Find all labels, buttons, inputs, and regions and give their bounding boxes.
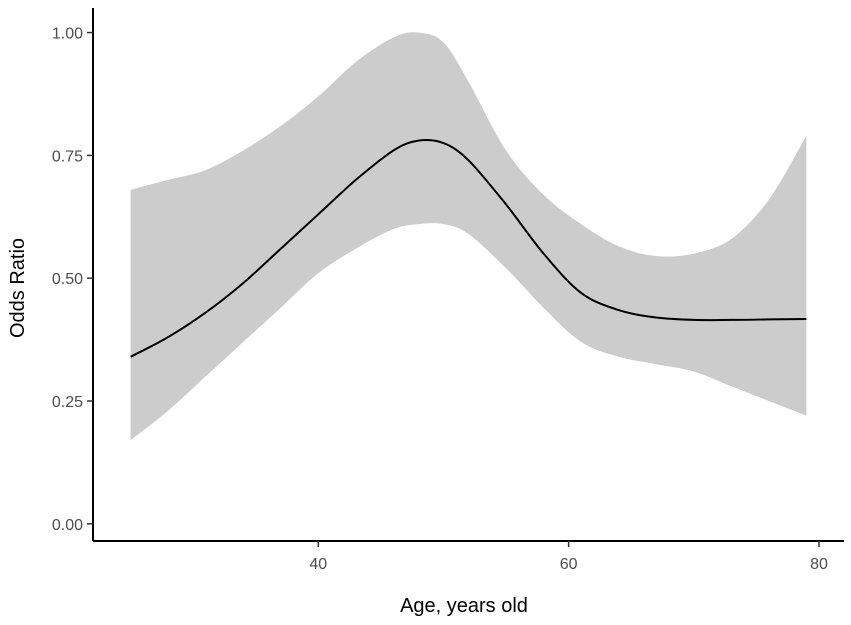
y-tick-label: 0.75	[52, 148, 83, 165]
x-axis-title: Age, years old	[400, 595, 528, 617]
fitted-line	[130, 138, 807, 358]
y-axis: 0.00 0.25 0.50 0.75 1.00	[52, 8, 94, 541]
y-tick-label: 0.50	[52, 271, 83, 288]
confidence-band	[130, 32, 807, 441]
y-tick-label: 0.00	[52, 517, 83, 534]
y-tick-label: 0.25	[52, 394, 83, 411]
x-tick-label: 60	[560, 556, 578, 573]
x-tick-label: 80	[810, 556, 828, 573]
x-axis: 40 60 80	[93, 540, 844, 573]
x-tick-label: 40	[309, 556, 327, 573]
y-axis-title: Odds Ratio	[7, 238, 29, 338]
y-tick-label: 1.00	[52, 26, 83, 43]
plot-area	[130, 32, 807, 441]
